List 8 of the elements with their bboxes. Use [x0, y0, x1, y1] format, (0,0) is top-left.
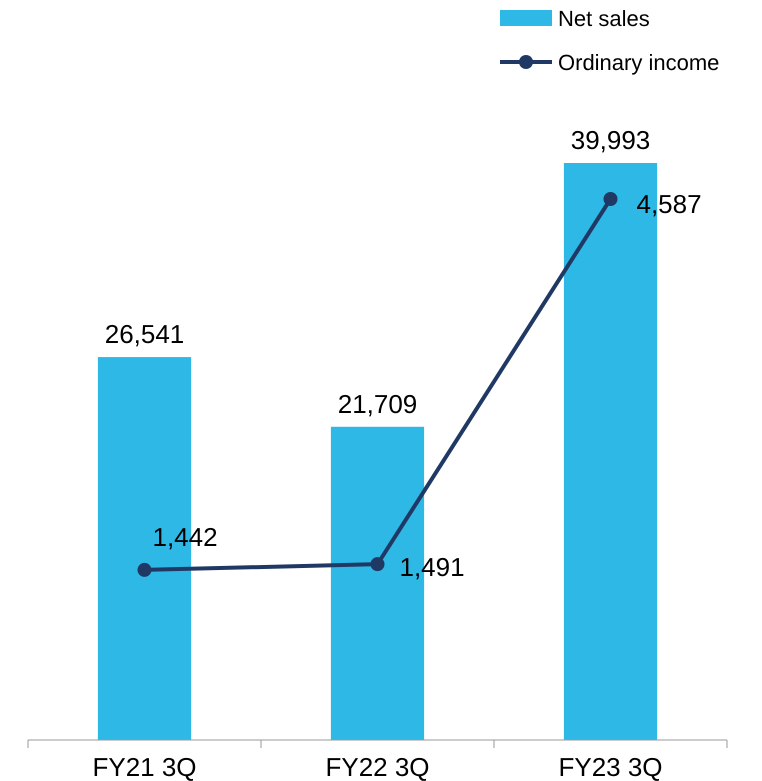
data-label: 26,541	[104, 319, 184, 350]
data-label: 21,709	[338, 388, 418, 419]
data-label: 39,993	[570, 125, 650, 155]
x-tick-label: FY22 3Q	[325, 752, 430, 781]
legend-label: Net sales	[558, 6, 650, 31]
legend-label: Ordinary income	[558, 50, 720, 75]
x-tick-label: FY21 3Q	[92, 752, 197, 781]
x-tick-label: FY23 3Q	[558, 752, 663, 781]
